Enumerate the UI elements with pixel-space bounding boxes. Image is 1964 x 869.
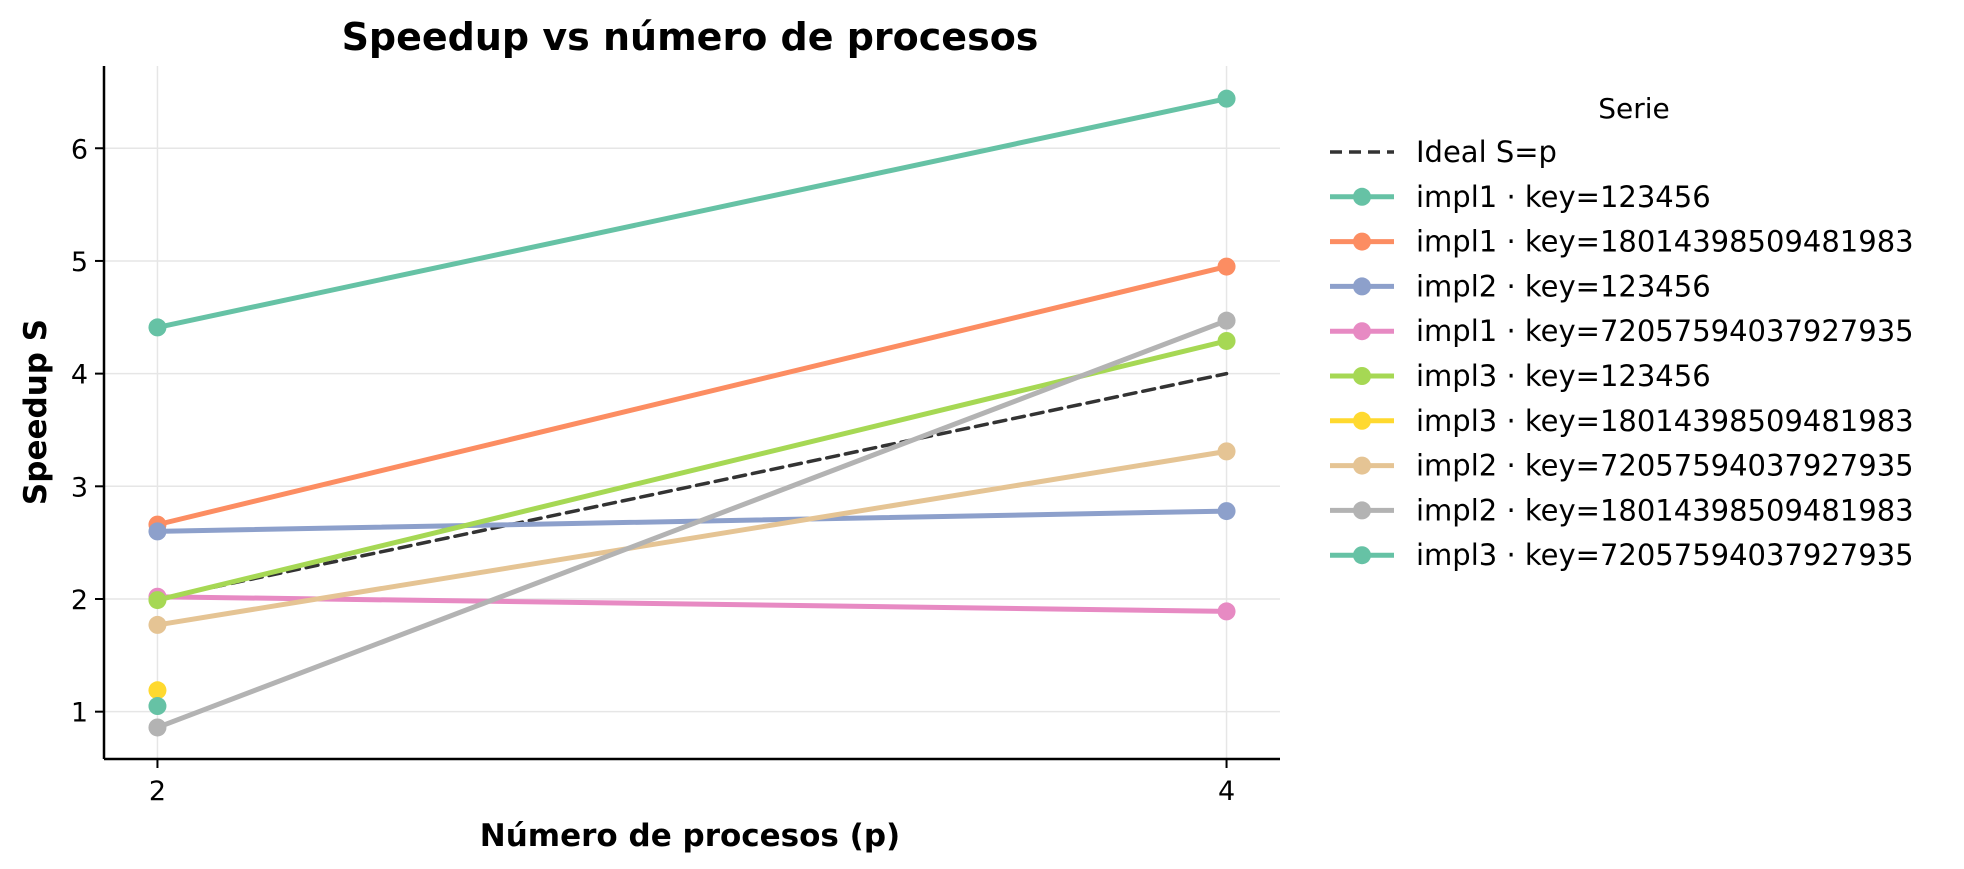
y-tick: 6 bbox=[71, 134, 104, 165]
legend-label: impl1 · key=72057594037927935 bbox=[1416, 314, 1914, 348]
series-7 bbox=[148, 442, 1236, 634]
series-8 bbox=[148, 311, 1236, 737]
legend-label: impl3 · key=18014398509481983 bbox=[1416, 404, 1914, 438]
legend-entry: impl1 · key=72057594037927935 bbox=[1330, 314, 1914, 348]
y-tick: 5 bbox=[71, 247, 104, 278]
legend-label: impl2 · key=18014398509481983 bbox=[1416, 493, 1914, 527]
legend-marker bbox=[1353, 546, 1371, 565]
data-point bbox=[1217, 502, 1236, 521]
data-point bbox=[148, 318, 167, 337]
data-point bbox=[1217, 257, 1236, 276]
legend-label: impl1 · key=123456 bbox=[1416, 180, 1711, 214]
legend-entry: impl1 · key=123456 bbox=[1330, 180, 1711, 214]
legend-label: impl3 · key=72057594037927935 bbox=[1416, 538, 1914, 572]
legend-marker bbox=[1353, 322, 1371, 341]
legend-entry: impl3 · key=72057594037927935 bbox=[1330, 538, 1914, 572]
y-tick-label: 1 bbox=[71, 698, 88, 729]
legend-entry: impl3 · key=18014398509481983 bbox=[1330, 404, 1914, 438]
legend-marker bbox=[1353, 187, 1371, 206]
legend-label: impl1 · key=18014398509481983 bbox=[1416, 225, 1914, 259]
legend-entry: impl3 · key=123456 bbox=[1330, 359, 1711, 393]
y-tick: 4 bbox=[71, 360, 104, 391]
data-point bbox=[1217, 602, 1236, 621]
series-3 bbox=[148, 502, 1236, 541]
legend-marker bbox=[1353, 277, 1371, 296]
data-point bbox=[148, 718, 167, 737]
series-line bbox=[154, 96, 1230, 330]
series-line bbox=[155, 371, 1229, 601]
data-point bbox=[148, 615, 167, 634]
y-tick-label: 6 bbox=[71, 134, 88, 165]
data-point bbox=[1217, 89, 1236, 108]
y-axis-title: Speedup S bbox=[18, 319, 54, 505]
y-tick-label: 4 bbox=[71, 360, 88, 391]
y-tick: 1 bbox=[71, 698, 104, 729]
x-tick: 2 bbox=[149, 759, 166, 807]
x-axis-title: Número de procesos (p) bbox=[480, 818, 900, 854]
legend-title: Serie bbox=[1598, 92, 1670, 125]
legend-marker bbox=[1353, 367, 1371, 385]
data-point bbox=[1217, 331, 1236, 350]
y-tick-label: 2 bbox=[71, 585, 88, 616]
legend-label: impl2 · key=72057594037927935 bbox=[1416, 449, 1914, 483]
series-line bbox=[154, 448, 1230, 628]
series-6 bbox=[148, 681, 167, 700]
data-point bbox=[148, 522, 167, 541]
series-5 bbox=[148, 331, 1236, 610]
plot-series bbox=[148, 89, 1236, 737]
series-4 bbox=[148, 587, 1236, 621]
data-point bbox=[1217, 442, 1236, 461]
data-point bbox=[148, 697, 167, 716]
series-2 bbox=[148, 257, 1236, 534]
legend-label: impl2 · key=123456 bbox=[1416, 269, 1711, 303]
data-point bbox=[148, 591, 167, 610]
legend-entry: impl2 · key=123456 bbox=[1330, 269, 1711, 303]
y-tick: 2 bbox=[71, 585, 104, 616]
y-axis-ticks: 1 2 3 4 5 6 bbox=[71, 134, 104, 729]
legend-marker bbox=[1353, 232, 1371, 251]
series-line bbox=[154, 264, 1230, 528]
data-point bbox=[148, 681, 167, 700]
series-0 bbox=[155, 371, 1229, 601]
x-tick-label: 4 bbox=[1218, 776, 1235, 807]
legend-entry: Ideal S=p bbox=[1330, 135, 1557, 169]
chart-title: Speedup vs número de procesos bbox=[342, 15, 1039, 59]
legend-marker bbox=[1353, 411, 1371, 430]
y-tick-label: 3 bbox=[71, 472, 88, 503]
y-tick-label: 5 bbox=[71, 247, 88, 278]
legend-label: impl3 · key=123456 bbox=[1416, 359, 1711, 393]
series-line bbox=[154, 318, 1230, 730]
x-tick: 4 bbox=[1218, 759, 1235, 807]
gridlines bbox=[104, 66, 1280, 759]
legend-marker bbox=[1353, 456, 1371, 475]
legend-label: Ideal S=p bbox=[1416, 135, 1557, 169]
legend-marker bbox=[1353, 501, 1371, 520]
series-line bbox=[154, 508, 1230, 534]
y-tick: 3 bbox=[71, 472, 104, 503]
series-line bbox=[154, 338, 1230, 603]
legend-entry: impl2 · key=18014398509481983 bbox=[1330, 493, 1914, 527]
series-line bbox=[154, 594, 1230, 614]
data-point bbox=[1217, 311, 1236, 330]
x-tick-label: 2 bbox=[149, 776, 166, 807]
series-9 bbox=[148, 697, 167, 716]
series-1 bbox=[148, 89, 1236, 337]
legend: Serie Ideal S=p impl1 · key=123456 impl1 ·… bbox=[1330, 92, 1914, 572]
legend-entry: impl2 · key=72057594037927935 bbox=[1330, 449, 1914, 483]
legend-entry: impl1 · key=18014398509481983 bbox=[1330, 225, 1914, 259]
